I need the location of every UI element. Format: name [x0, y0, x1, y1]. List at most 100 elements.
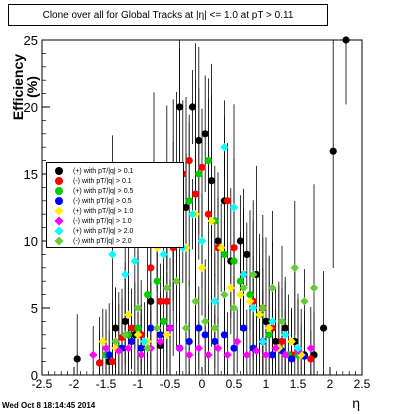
data-point	[144, 291, 152, 299]
legend-entry: (+) with pT/|q| > 0.5	[47, 186, 183, 196]
data-point	[114, 346, 123, 356]
data-point	[281, 330, 290, 339]
data-point	[240, 324, 248, 332]
data-point	[243, 250, 251, 258]
data-point	[143, 344, 152, 353]
data-point	[236, 290, 245, 299]
data-point	[172, 277, 181, 286]
x-axis-label: η	[352, 395, 360, 411]
legend-label: (-) with pT/|q| > 0.5	[73, 197, 132, 205]
data-point	[153, 277, 161, 285]
data-point	[147, 297, 155, 305]
legend-entry: (+) with pT/|q| > 1.0	[47, 206, 183, 216]
data-point	[230, 244, 238, 252]
data-point	[159, 250, 168, 259]
data-point	[261, 350, 271, 360]
data-point	[342, 36, 350, 44]
data-point	[176, 103, 184, 111]
data-point	[281, 324, 289, 332]
data-point	[128, 337, 136, 346]
data-point	[182, 203, 190, 212]
data-point	[252, 346, 261, 356]
legend-label: (+) with pT/|q| > 0.1	[73, 167, 134, 175]
legend-marker	[55, 167, 63, 175]
data-point	[111, 337, 120, 346]
data-point	[195, 170, 203, 178]
legend-label: (-) with pT/|q| > 1.0	[73, 217, 132, 225]
data-point	[210, 323, 219, 333]
data-point	[121, 330, 130, 339]
data-point	[162, 283, 171, 293]
data-point	[89, 350, 98, 360]
data-point	[197, 263, 207, 272]
legend-marker	[55, 187, 63, 195]
data-point	[98, 337, 107, 346]
data-point	[175, 344, 184, 353]
data-point	[156, 297, 164, 305]
data-point	[156, 337, 165, 346]
y-tick-label: 5	[31, 301, 38, 316]
data-point	[181, 323, 191, 333]
data-point	[230, 257, 238, 265]
data-point	[201, 317, 210, 326]
data-point	[271, 344, 280, 353]
data-point	[246, 291, 254, 299]
data-point	[101, 344, 111, 353]
legend-marker	[55, 197, 63, 205]
data-point	[258, 337, 267, 346]
data-point	[96, 359, 104, 367]
data-point	[140, 337, 149, 346]
data-point	[124, 344, 133, 353]
data-point	[249, 303, 258, 313]
data-point	[306, 344, 315, 353]
data-point	[210, 297, 219, 306]
data-point	[272, 337, 280, 346]
x-tick-label: -2	[69, 377, 80, 391]
data-point	[320, 324, 328, 332]
data-point	[112, 324, 120, 332]
legend-marker	[54, 216, 64, 226]
data-point	[307, 355, 315, 363]
x-tick-label: -0.5	[160, 377, 181, 391]
data-point	[220, 143, 229, 152]
data-point	[188, 103, 196, 111]
data-point	[236, 277, 244, 285]
data-point	[329, 147, 337, 155]
data-point	[226, 283, 235, 293]
legend-label: (-) with pT/|q| > 2.0	[73, 237, 132, 245]
data-point	[188, 210, 197, 219]
data-point	[137, 350, 146, 360]
x-tick-label: -1.5	[96, 377, 117, 391]
data-point	[121, 317, 129, 325]
data-point	[204, 157, 212, 165]
x-tick-label: 1.5	[290, 377, 307, 391]
y-tick-label: 0	[31, 368, 38, 383]
legend-label: (-) with pT/|q| > 0.1	[73, 177, 132, 185]
data-point	[204, 350, 213, 360]
data-point	[198, 163, 206, 171]
data-point	[268, 351, 276, 359]
data-point	[133, 330, 143, 339]
legend-marker	[54, 226, 64, 236]
data-point	[185, 197, 193, 205]
data-point	[220, 331, 228, 339]
data-point	[229, 203, 239, 212]
data-point	[185, 337, 193, 346]
legend-label: (+) with pT/|q| > 0.5	[73, 187, 134, 195]
x-tick-label: 1	[263, 377, 270, 391]
legend-entry: (-) with pT/|q| > 0.5	[47, 196, 183, 206]
y-axis-label: Efficiency (%)	[10, 53, 40, 121]
data-point	[163, 297, 171, 305]
data-point	[239, 283, 248, 293]
data-point	[201, 130, 209, 138]
data-point	[239, 270, 248, 279]
legend-entry: (+) with pT/|q| > 2.0	[47, 226, 183, 236]
y-tick-label: 10	[24, 234, 38, 249]
data-point	[213, 344, 223, 353]
data-point	[208, 177, 216, 185]
x-tick-label: 2	[327, 377, 334, 391]
y-tick-label: 25	[24, 33, 38, 48]
data-point	[204, 210, 212, 218]
data-point	[162, 330, 171, 339]
data-point	[194, 344, 203, 353]
